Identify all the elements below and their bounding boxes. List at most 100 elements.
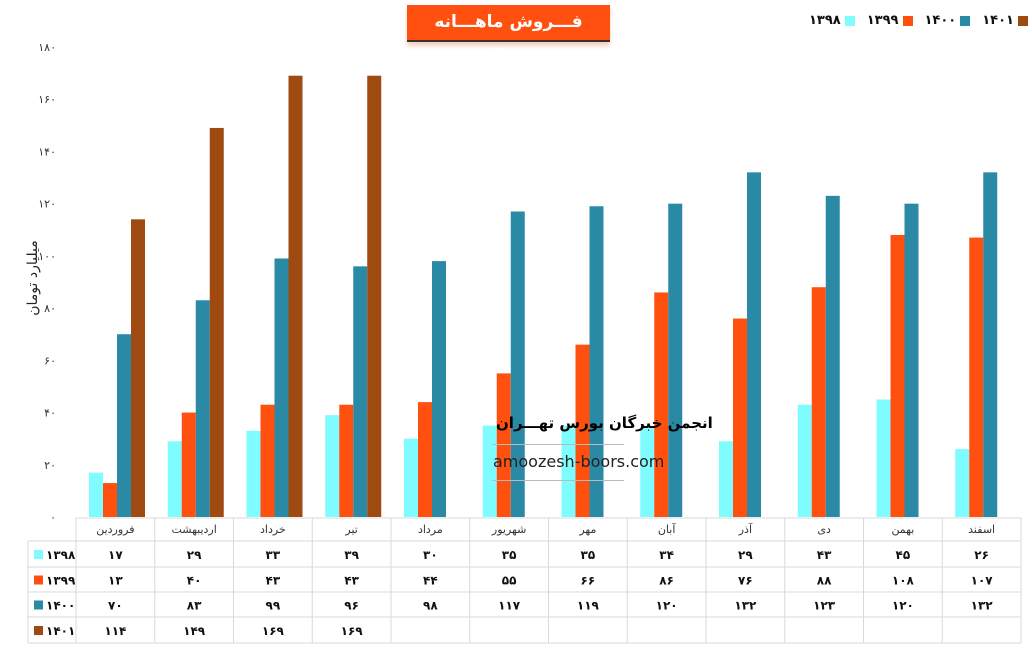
legend-label: ۱۳۹۹ xyxy=(866,13,899,28)
legend: ۱۴۰۱ ۱۴۰۰ ۱۳۹۹ ۱۳۹۸ xyxy=(809,13,1028,28)
bar-0-0 xyxy=(89,472,103,517)
bar-0-4 xyxy=(404,438,418,517)
x-tick-label: فروردین xyxy=(96,523,134,536)
bar-0-8 xyxy=(719,441,733,517)
data-label: ۱۴۹ xyxy=(183,624,206,638)
data-label: ۱۱۴ xyxy=(104,624,126,638)
data-label: ۱۶۹ xyxy=(341,624,364,638)
legend-label: ۱۳۹۸ xyxy=(809,13,841,28)
watermark-text: انجمن خبرگان بورس تهـــران xyxy=(496,414,713,432)
data-label: ۱۰۸ xyxy=(892,574,915,588)
y-tick-label: ۶۰ xyxy=(44,354,56,367)
bar-3-3 xyxy=(367,75,382,517)
x-tick-label: مهر xyxy=(578,523,596,536)
data-label: ۱۰۷ xyxy=(971,574,994,588)
bar-2-8 xyxy=(747,172,761,518)
chart-title: فـــروش ماهـــانه خـتراک xyxy=(407,5,610,66)
data-label: ۹۹ xyxy=(266,599,281,613)
table-series-label: ۱۴۰۰ xyxy=(46,599,75,613)
legend-item-1400: ۱۴۰۰ xyxy=(925,13,971,28)
bar-3-0 xyxy=(131,219,145,518)
data-label: ۴۵ xyxy=(896,548,911,562)
bar-1-6 xyxy=(575,344,590,517)
bar-0-2 xyxy=(246,430,261,517)
bar-0-3 xyxy=(325,415,340,517)
bar-2-4 xyxy=(432,261,446,517)
data-label: ۸۸ xyxy=(817,574,832,588)
x-tick-label: اسفند xyxy=(968,523,995,536)
bar-2-7 xyxy=(668,203,683,517)
bar-2-5 xyxy=(510,211,525,517)
bar-2-6 xyxy=(589,206,604,517)
data-label: ۳۵ xyxy=(502,548,517,562)
data-label: ۷۰ xyxy=(108,599,123,613)
data-label: ۱۱۷ xyxy=(498,599,521,613)
data-label: ۷۶ xyxy=(738,574,753,588)
bar-0-10 xyxy=(876,399,891,517)
table-series-label: ۱۳۹۹ xyxy=(46,574,76,588)
x-tick-label: اردیبهشت xyxy=(171,523,216,536)
bar-3-1 xyxy=(209,127,224,517)
bar-0-6 xyxy=(561,425,576,517)
data-label: ۱۲۰ xyxy=(656,599,678,613)
table-series-label: ۱۴۰۱ xyxy=(46,624,75,638)
data-label: ۸۶ xyxy=(659,574,674,588)
bar-0-11 xyxy=(955,449,970,517)
data-label: ۴۰ xyxy=(187,574,202,588)
x-tick-label: بهمن xyxy=(891,523,914,536)
data-label: ۴۳ xyxy=(266,574,281,588)
data-label: ۴۴ xyxy=(423,574,438,588)
legend-swatch xyxy=(1018,15,1028,26)
data-label: ۱۶۹ xyxy=(262,624,285,638)
bar-1-4 xyxy=(418,402,432,517)
table-series-label: ۱۳۹۸ xyxy=(46,548,76,562)
table-legend-swatch xyxy=(34,550,43,559)
data-label: ۹۸ xyxy=(423,599,438,613)
data-label: ۲۹ xyxy=(187,548,202,562)
bar-1-9 xyxy=(811,287,826,517)
watermark-url: amoozesh-boors.com xyxy=(493,452,665,471)
legend-swatch xyxy=(902,15,913,26)
bar-2-11 xyxy=(983,172,998,518)
bar-2-3 xyxy=(353,266,368,517)
data-label: ۱۳۲ xyxy=(734,599,757,613)
bar-0-5 xyxy=(482,425,497,517)
data-label: ۲۶ xyxy=(974,548,989,562)
bar-1-5 xyxy=(496,373,511,517)
data-label: ۴۳ xyxy=(344,574,359,588)
bar-1-11 xyxy=(969,237,984,517)
data-label: ۱۳۲ xyxy=(971,599,994,613)
x-tick-label: خرداد xyxy=(260,523,286,536)
bar-2-9 xyxy=(825,195,840,518)
data-label: ۶۶ xyxy=(581,574,596,588)
legend-item-1401: ۱۴۰۱ xyxy=(982,13,1028,28)
x-tick-label: شهریور xyxy=(491,523,526,536)
bar-1-7 xyxy=(654,292,669,517)
data-label: ۱۷ xyxy=(108,548,123,562)
data-label: ۳۵ xyxy=(581,548,596,562)
legend-label: ۱۴۰۱ xyxy=(982,13,1014,28)
bar-1-3 xyxy=(339,404,354,517)
y-tick-label: ۰ xyxy=(50,511,56,524)
bar-2-1 xyxy=(195,300,210,517)
data-label: ۴۳ xyxy=(817,548,832,562)
bar-2-2 xyxy=(274,258,289,517)
bar-2-0 xyxy=(117,334,131,517)
bar-1-10 xyxy=(890,235,905,517)
x-tick-label: مرداد xyxy=(418,523,443,536)
data-label: ۹۶ xyxy=(344,599,359,613)
y-tick-label: ۱۶۰ xyxy=(38,93,56,106)
bar-1-2 xyxy=(260,404,275,517)
data-label: ۳۳ xyxy=(266,548,281,562)
table-legend-swatch xyxy=(34,575,43,585)
data-label: ۱۱۹ xyxy=(577,599,600,613)
x-tick-label: آبان xyxy=(658,522,676,536)
bar-1-8 xyxy=(733,318,747,517)
data-label: ۳۰ xyxy=(423,548,438,562)
legend-swatch xyxy=(844,15,855,26)
legend-item-1398: ۱۳۹۸ xyxy=(809,13,855,28)
data-label: ۳۴ xyxy=(659,548,674,562)
bar-1-1 xyxy=(181,412,196,517)
data-label: ۱۳ xyxy=(108,574,123,588)
bar-0-9 xyxy=(797,404,812,517)
